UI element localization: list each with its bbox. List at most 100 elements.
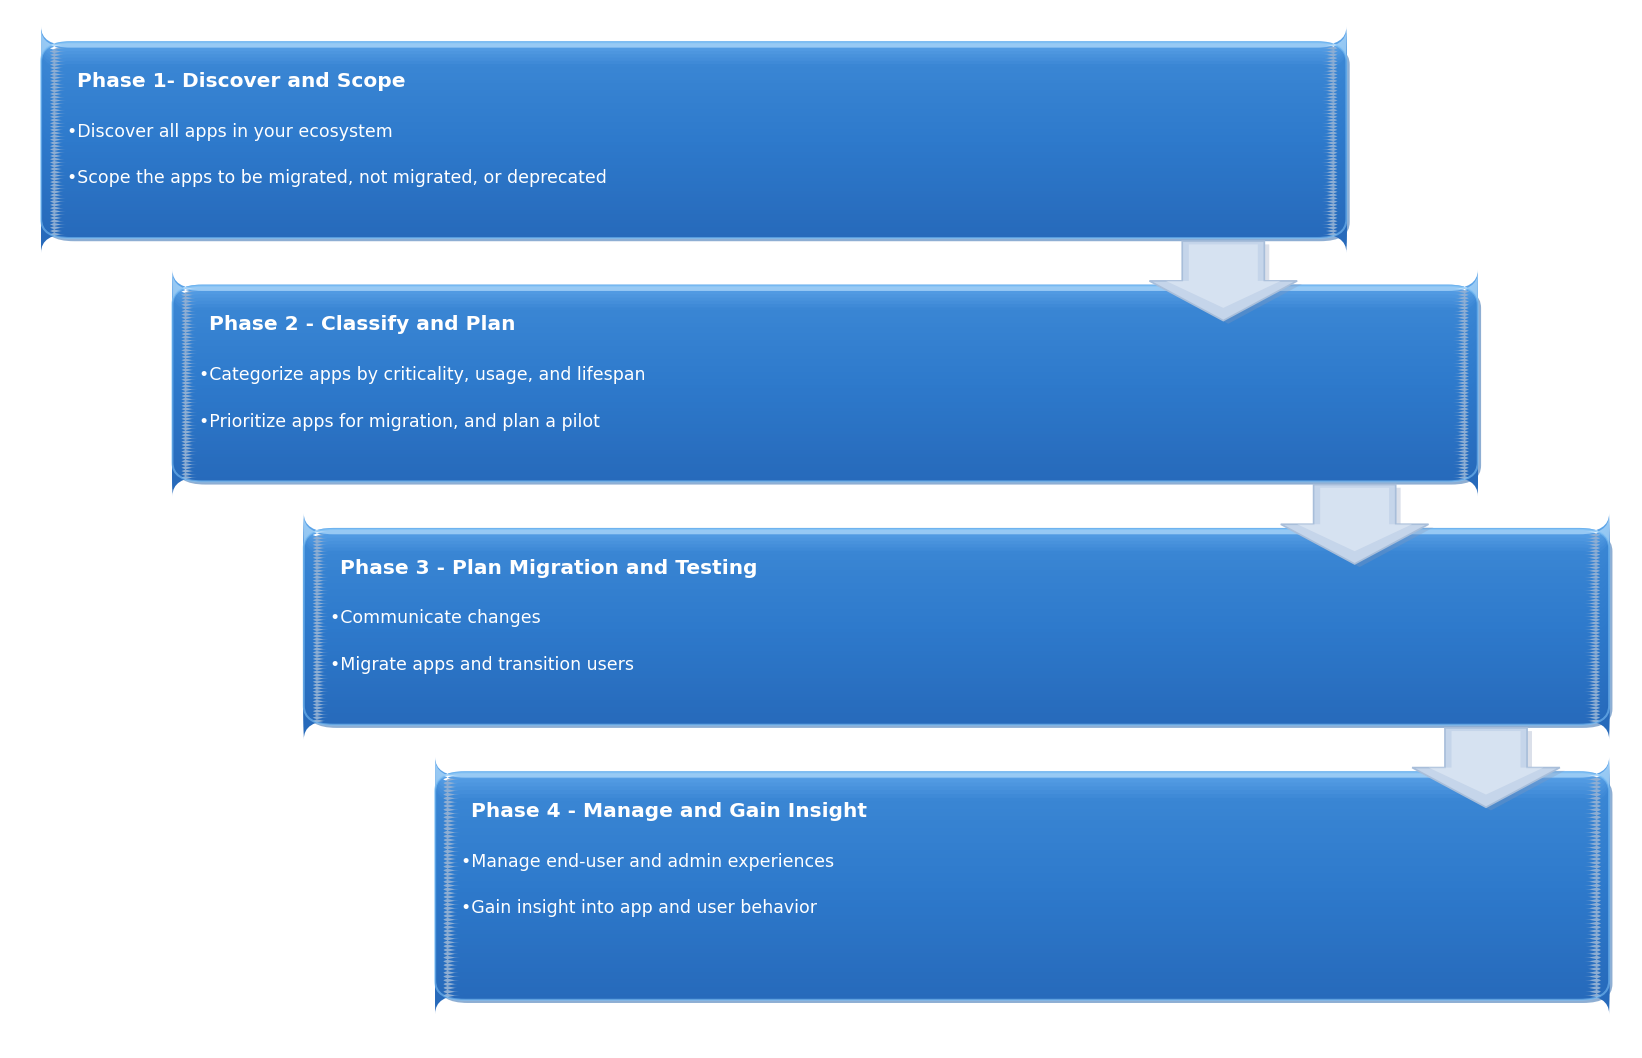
FancyBboxPatch shape: [438, 776, 1612, 1003]
Text: Phase 3 - Plan Migration and Testing: Phase 3 - Plan Migration and Testing: [340, 559, 757, 578]
FancyBboxPatch shape: [435, 859, 1609, 893]
Text: •Scope the apps to be migrated, not migrated, or deprecated: •Scope the apps to be migrated, not migr…: [67, 169, 608, 187]
FancyBboxPatch shape: [41, 199, 1346, 233]
FancyBboxPatch shape: [304, 552, 1609, 586]
FancyBboxPatch shape: [435, 901, 1609, 934]
FancyBboxPatch shape: [304, 591, 1609, 625]
FancyBboxPatch shape: [304, 634, 1609, 668]
FancyBboxPatch shape: [435, 981, 1609, 1014]
FancyBboxPatch shape: [41, 203, 1346, 237]
FancyBboxPatch shape: [304, 624, 1609, 658]
FancyBboxPatch shape: [304, 565, 1609, 599]
FancyBboxPatch shape: [172, 442, 1478, 476]
FancyBboxPatch shape: [41, 141, 1346, 175]
FancyBboxPatch shape: [435, 765, 1609, 798]
FancyBboxPatch shape: [172, 397, 1478, 431]
FancyBboxPatch shape: [172, 381, 1478, 415]
FancyBboxPatch shape: [172, 290, 1478, 323]
FancyBboxPatch shape: [435, 966, 1609, 999]
FancyBboxPatch shape: [435, 871, 1609, 904]
FancyBboxPatch shape: [172, 318, 1478, 352]
FancyBboxPatch shape: [435, 825, 1609, 859]
FancyBboxPatch shape: [307, 532, 1612, 728]
FancyBboxPatch shape: [172, 453, 1478, 487]
FancyBboxPatch shape: [304, 686, 1609, 719]
FancyBboxPatch shape: [304, 572, 1609, 605]
FancyBboxPatch shape: [435, 829, 1609, 862]
FancyBboxPatch shape: [435, 840, 1609, 874]
FancyBboxPatch shape: [304, 676, 1609, 710]
FancyBboxPatch shape: [435, 759, 1609, 791]
FancyBboxPatch shape: [304, 693, 1609, 727]
FancyBboxPatch shape: [41, 125, 1346, 159]
FancyBboxPatch shape: [304, 543, 1609, 577]
FancyBboxPatch shape: [304, 679, 1609, 713]
FancyBboxPatch shape: [304, 549, 1609, 583]
FancyBboxPatch shape: [304, 562, 1609, 596]
FancyBboxPatch shape: [435, 784, 1609, 817]
FancyBboxPatch shape: [41, 75, 1346, 109]
FancyBboxPatch shape: [172, 394, 1478, 427]
FancyBboxPatch shape: [304, 673, 1609, 707]
FancyBboxPatch shape: [41, 29, 1346, 61]
FancyBboxPatch shape: [172, 436, 1478, 470]
Polygon shape: [1286, 488, 1433, 567]
Text: •Communicate changes: •Communicate changes: [330, 609, 540, 627]
FancyBboxPatch shape: [172, 420, 1478, 454]
FancyBboxPatch shape: [304, 585, 1609, 619]
FancyBboxPatch shape: [172, 456, 1478, 490]
FancyBboxPatch shape: [435, 868, 1609, 900]
Polygon shape: [1149, 241, 1297, 321]
FancyBboxPatch shape: [41, 177, 1346, 211]
FancyBboxPatch shape: [41, 50, 1346, 84]
FancyBboxPatch shape: [172, 414, 1478, 448]
FancyBboxPatch shape: [304, 637, 1609, 671]
FancyBboxPatch shape: [41, 186, 1346, 220]
FancyBboxPatch shape: [304, 654, 1609, 688]
FancyBboxPatch shape: [172, 276, 1478, 310]
FancyBboxPatch shape: [435, 928, 1609, 961]
FancyBboxPatch shape: [172, 446, 1478, 480]
FancyBboxPatch shape: [304, 529, 1609, 563]
FancyBboxPatch shape: [304, 618, 1609, 652]
FancyBboxPatch shape: [41, 83, 1346, 115]
FancyBboxPatch shape: [41, 66, 1346, 99]
FancyBboxPatch shape: [304, 703, 1609, 736]
FancyBboxPatch shape: [304, 526, 1609, 560]
FancyBboxPatch shape: [304, 706, 1609, 740]
Text: Phase 1- Discover and Scope: Phase 1- Discover and Scope: [77, 72, 406, 91]
FancyBboxPatch shape: [435, 818, 1609, 851]
Text: •Discover all apps in your ecosystem: •Discover all apps in your ecosystem: [67, 123, 392, 141]
Polygon shape: [1166, 244, 1281, 308]
FancyBboxPatch shape: [172, 426, 1478, 460]
FancyBboxPatch shape: [304, 588, 1609, 622]
FancyBboxPatch shape: [435, 837, 1609, 870]
FancyBboxPatch shape: [172, 403, 1478, 437]
FancyBboxPatch shape: [304, 515, 1609, 548]
FancyBboxPatch shape: [172, 384, 1478, 418]
FancyBboxPatch shape: [44, 45, 1350, 241]
FancyBboxPatch shape: [41, 164, 1346, 197]
FancyBboxPatch shape: [41, 36, 1346, 70]
FancyBboxPatch shape: [41, 89, 1346, 123]
FancyBboxPatch shape: [304, 627, 1609, 661]
FancyBboxPatch shape: [41, 69, 1346, 103]
FancyBboxPatch shape: [435, 777, 1609, 809]
FancyBboxPatch shape: [304, 536, 1609, 570]
FancyBboxPatch shape: [304, 663, 1609, 697]
FancyBboxPatch shape: [172, 322, 1478, 355]
FancyBboxPatch shape: [304, 513, 1609, 547]
Text: Phase 2 - Classify and Plan: Phase 2 - Classify and Plan: [209, 315, 516, 334]
FancyBboxPatch shape: [41, 72, 1346, 106]
FancyBboxPatch shape: [435, 943, 1609, 977]
FancyBboxPatch shape: [304, 612, 1609, 645]
FancyBboxPatch shape: [435, 768, 1609, 802]
Polygon shape: [1154, 244, 1302, 324]
FancyBboxPatch shape: [304, 696, 1609, 730]
FancyBboxPatch shape: [435, 931, 1609, 965]
FancyBboxPatch shape: [41, 174, 1346, 207]
FancyBboxPatch shape: [41, 117, 1346, 151]
FancyBboxPatch shape: [41, 147, 1346, 181]
FancyBboxPatch shape: [41, 180, 1346, 214]
FancyBboxPatch shape: [435, 894, 1609, 927]
